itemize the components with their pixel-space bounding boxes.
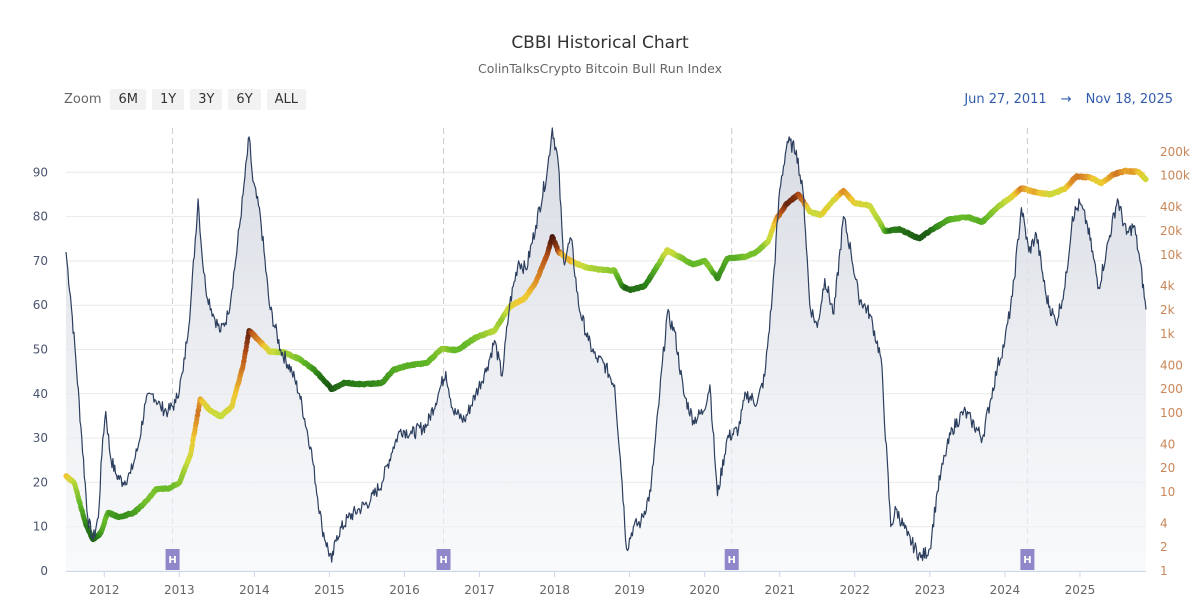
y-left-tick-label: 40 [33,387,48,401]
halving-flag-label: H [1023,555,1031,566]
range-to-date[interactable]: Nov 18, 2025 [1085,92,1173,107]
x-tick-label: 2013 [164,583,195,597]
halving-flag [724,549,739,570]
y-right-tick-label: 1 [1160,564,1168,578]
y-left-tick-label: 0 [40,564,48,578]
zoom-label: Zoom [64,92,102,107]
zoom-6m-button[interactable]: 6M [110,89,146,110]
y-right-tick-label: 10 [1160,485,1175,499]
y-axis-left: 0 10 20 30 40 50 60 70 80 90 [33,165,48,578]
y-left-tick-label: 60 [33,298,48,312]
y-right-tick-label: 40 [1160,437,1175,451]
y-left-tick-label: 70 [33,254,48,268]
y-left-tick-label: 10 [33,520,48,534]
zoom-6y-button[interactable]: 6Y [228,89,261,110]
price-point [1143,176,1149,182]
y-left-tick-label: 50 [33,343,48,357]
cbbi-area [66,128,1146,571]
y-right-tick-label: 100 [1160,406,1183,420]
x-tick-label: 2014 [239,583,270,597]
date-range: Jun 27, 2011 → Nov 18, 2025 [964,92,1173,107]
y-right-tick-label: 200k [1160,145,1190,159]
zoom-3y-button[interactable]: 3Y [190,89,223,110]
cbbi-line [65,127,1147,563]
y-right-tick-label: 200 [1160,382,1183,396]
x-tick-label: 2012 [89,583,120,597]
x-tick-label: 2024 [990,583,1021,597]
x-tick-label: 2018 [539,583,570,597]
cbbi-series [65,127,1147,563]
y-right-tick-label: 4k [1160,279,1175,293]
x-tick-label: 2019 [614,583,645,597]
y-right-tick-label: 2k [1160,303,1175,317]
y-right-tick-label: 100k [1160,169,1190,183]
y-right-tick-label: 4 [1160,516,1168,530]
y-right-tick-label: 2 [1160,540,1168,554]
zoom-all-button[interactable]: ALL [266,89,307,110]
chart-title: CBBI Historical Chart [511,33,689,53]
halving-flag-label: H [728,555,736,566]
y-left-tick-label: 30 [33,431,48,445]
zoom-selector: Zoom 6M 1Y 3Y 6Y ALL [64,89,307,110]
arrow-right-icon: → [1060,92,1072,107]
x-tick-label: 2022 [840,583,871,597]
halving-flag [1020,549,1035,570]
x-tick-label: 2020 [689,583,720,597]
x-tick-label: 2021 [764,583,795,597]
y-right-tick-label: 1k [1160,327,1175,341]
halving-flag [436,549,451,570]
range-from-date[interactable]: Jun 27, 2011 [964,92,1047,107]
x-tick-label: 2016 [389,583,420,597]
chart-subtitle: ColinTalksCrypto Bitcoin Bull Run Index [477,61,723,76]
y-right-tick-label: 20k [1160,224,1182,238]
price-point [189,442,195,448]
y-left-tick-label: 20 [33,475,48,489]
x-tick-label: 2017 [464,583,495,597]
halving-flag [165,549,180,570]
x-tick-label: 2023 [915,583,946,597]
y-right-tick-label: 20 [1160,461,1175,475]
zoom-1y-button[interactable]: 1Y [151,89,185,110]
price-series [63,167,1149,543]
y-right-tick-label: 400 [1160,358,1183,372]
y-right-tick-label: 10k [1160,248,1182,262]
x-axis: 2012 2013 2014 2015 2016 2017 2018 2019 2020 2021… [66,571,1146,597]
y-left-tick-label: 80 [33,210,48,224]
x-tick-label: 2025 [1065,583,1096,597]
x-tick-label: 2015 [314,583,345,597]
cbbi-area-fill [66,128,1146,571]
y-left-tick-label: 90 [33,165,48,179]
halving-flag-label: H [168,555,176,566]
halving-flag-label: H [439,555,447,566]
y-right-tick-label: 40k [1160,200,1182,214]
y-axis-right: 1 2 4 10 20 40 100 200 400 1k 2k 4k 10k 20k 40k 100k 200… [1160,145,1190,578]
